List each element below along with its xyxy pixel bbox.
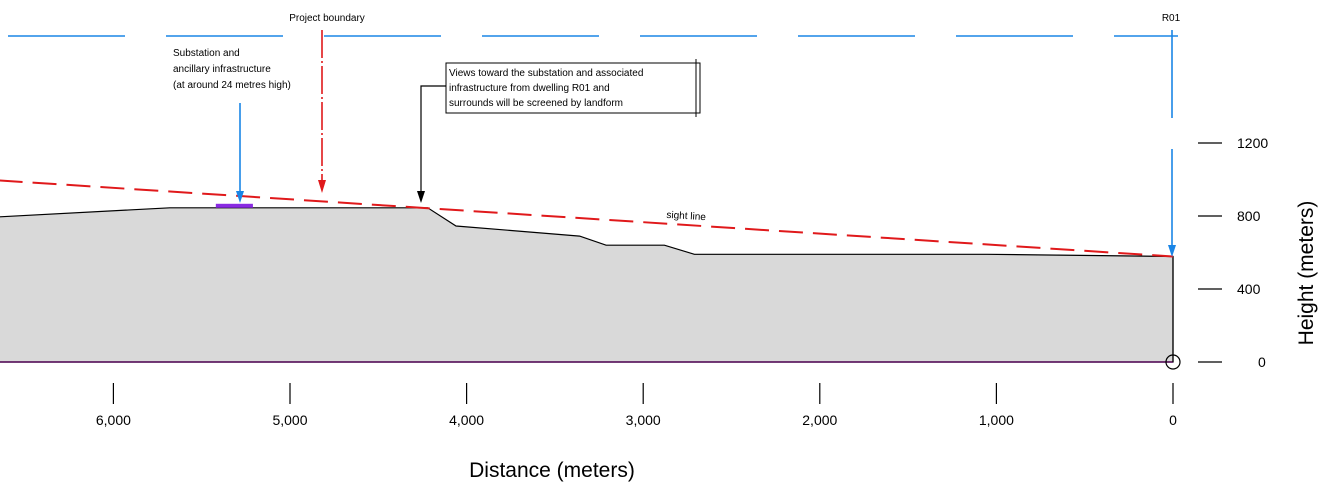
x-tick-label: 6,000 (96, 412, 131, 428)
views-annotation: Views toward the substation and associat… (449, 68, 646, 109)
terrain-profile (0, 207, 1174, 363)
y-axis: 0 400 800 1200 (1198, 135, 1268, 370)
x-tick-label: 4,000 (449, 412, 484, 428)
y-tick-label: 0 (1258, 354, 1266, 370)
views-pointer (420, 85, 446, 193)
project-boundary-label: Project boundary (289, 13, 365, 24)
r01-label: R01 (1162, 13, 1181, 24)
x-tick-label: 3,000 (626, 412, 661, 428)
substation-arrowhead (236, 191, 244, 203)
views-annotation-box (445, 62, 701, 114)
views-arrowhead (417, 191, 425, 203)
substation-marker (215, 203, 253, 208)
r01-arrowhead (1168, 245, 1176, 257)
substation-annotation: Substation and ancillary infrastructure … (173, 48, 291, 91)
y-axis-title: Height (meters) (1295, 201, 1318, 346)
x-tick-label: 0 (1169, 412, 1177, 428)
x-tick-label: 5,000 (272, 412, 307, 428)
y-tick-label: 1200 (1237, 135, 1268, 151)
x-axis-title: Distance (meters) (469, 459, 635, 482)
project-boundary-arrowhead (318, 180, 326, 193)
sight-line-label: sight line (666, 210, 706, 223)
y-tick-label: 400 (1237, 281, 1261, 297)
sight-line (0, 179, 1174, 258)
x-tick-label: 2,000 (802, 412, 837, 428)
y-tick-label: 800 (1237, 208, 1261, 224)
observer-point-circle (1165, 354, 1181, 370)
x-axis: 6,000 5,000 4,000 3,000 2,000 1,000 0 (96, 383, 1177, 428)
x-tick-label: 1,000 (979, 412, 1014, 428)
